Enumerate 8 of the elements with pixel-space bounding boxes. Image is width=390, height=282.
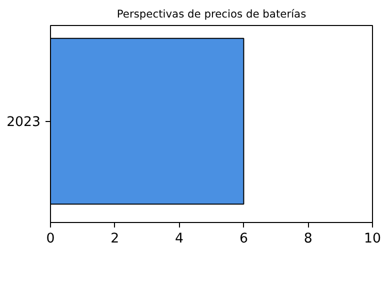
x-tick-label: 8 xyxy=(304,232,312,246)
x-tick-label: 2 xyxy=(110,232,120,246)
x-tick-label: 6 xyxy=(239,232,248,246)
x-tick-label: 10 xyxy=(364,232,381,246)
x-tick-label: 4 xyxy=(175,232,184,246)
x-tick-label: 0 xyxy=(46,232,55,246)
chart-title: Perspectivas de precios de baterías xyxy=(116,8,307,20)
y-tick-label: 2023 xyxy=(6,115,41,130)
